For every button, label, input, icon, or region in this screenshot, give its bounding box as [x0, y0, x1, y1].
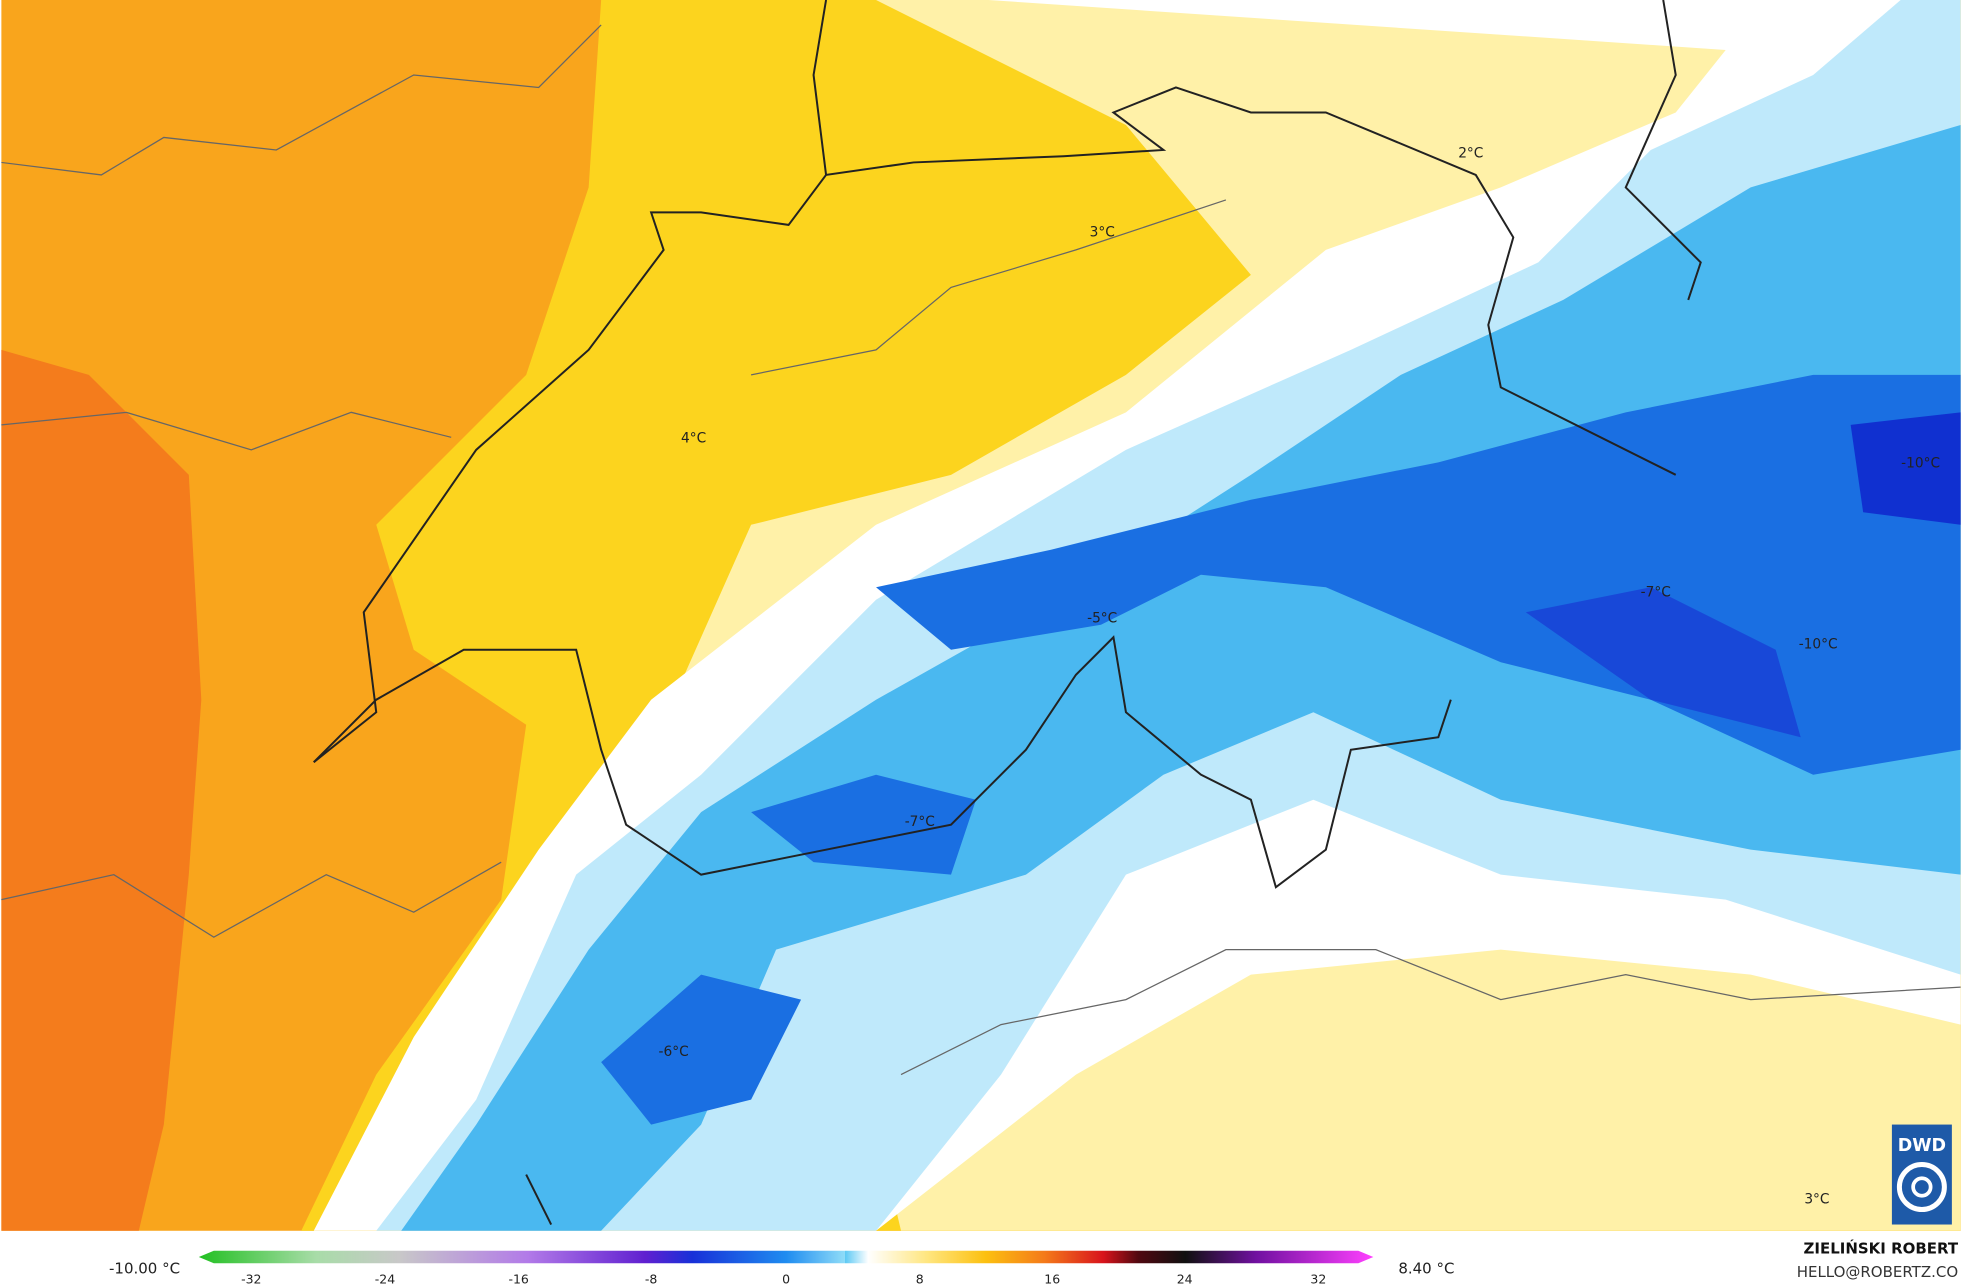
color-bar-tick: 32 — [1310, 1271, 1326, 1286]
temp-label: 2°C — [1458, 146, 1483, 162]
color-bar-tick: 16 — [1044, 1271, 1060, 1286]
region-line — [1, 411, 452, 451]
border-line — [812, 0, 828, 176]
dwd-badge: DWD — [1891, 1124, 1952, 1225]
legend: -10.00 °C -32 -24 -16 -8 0 8 16 24 32 8.… — [109, 1250, 1454, 1286]
temp-label: 4°C — [681, 431, 706, 447]
map-labels: 2°C 3°C 4°C -5°C -7°C -10°C -7°C -10°C -… — [659, 146, 1941, 1208]
national-borders — [313, 0, 1702, 1225]
color-bar — [198, 1250, 1374, 1264]
region-line — [900, 949, 1961, 1076]
regional-borders — [1, 24, 1961, 1076]
border-line — [313, 86, 1677, 763]
color-bar-tick: 0 — [782, 1271, 790, 1286]
temp-label: 3°C — [1090, 224, 1115, 240]
border-line — [525, 1174, 553, 1225]
temp-label: -10°C — [1799, 637, 1838, 653]
region-line — [750, 199, 1227, 376]
badge-icon — [1896, 1162, 1947, 1213]
badge-icon — [1911, 1176, 1933, 1198]
field-blue — [401, 124, 1961, 1231]
field-deepest-blue — [1850, 412, 1961, 525]
color-bar-tick: 8 — [916, 1271, 924, 1286]
color-bar-tick: -24 — [375, 1271, 395, 1286]
temp-label: -5°C — [1087, 611, 1117, 627]
temp-label: -6°C — [659, 1044, 689, 1060]
credit-name: ZIELIŃSKI ROBERT — [1804, 1238, 1959, 1257]
badge-text: DWD — [1898, 1136, 1946, 1156]
border-line — [313, 635, 1452, 889]
legend-max: 8.40 °C — [1398, 1259, 1454, 1277]
field-deep-blue — [1525, 587, 1801, 738]
temperature-field — [1, 0, 1961, 1231]
color-bar-tick: -32 — [241, 1271, 261, 1286]
legend-min: -10.00 °C — [109, 1259, 180, 1277]
color-bar-tick: 24 — [1177, 1271, 1193, 1286]
credit: ZIELIŃSKI ROBERT HELLO@ROBERTZ.CO — [1797, 1238, 1959, 1281]
color-bar-tick: -8 — [645, 1271, 658, 1286]
temp-label: -10°C — [1901, 456, 1940, 472]
temp-label: 3°C — [1804, 1192, 1829, 1208]
border-line — [1624, 0, 1702, 301]
credit-contact: HELLO@ROBERTZ.CO — [1797, 1263, 1958, 1281]
field-deep-orange — [1, 349, 202, 1231]
temp-label: -7°C — [905, 814, 935, 830]
field-dark-blue-2 — [751, 774, 977, 875]
field-dark-blue-3 — [601, 974, 802, 1125]
region-line — [1, 861, 502, 938]
color-bar-tick: -16 — [508, 1271, 528, 1286]
region-line — [1, 24, 602, 176]
temp-label: -7°C — [1641, 584, 1671, 600]
